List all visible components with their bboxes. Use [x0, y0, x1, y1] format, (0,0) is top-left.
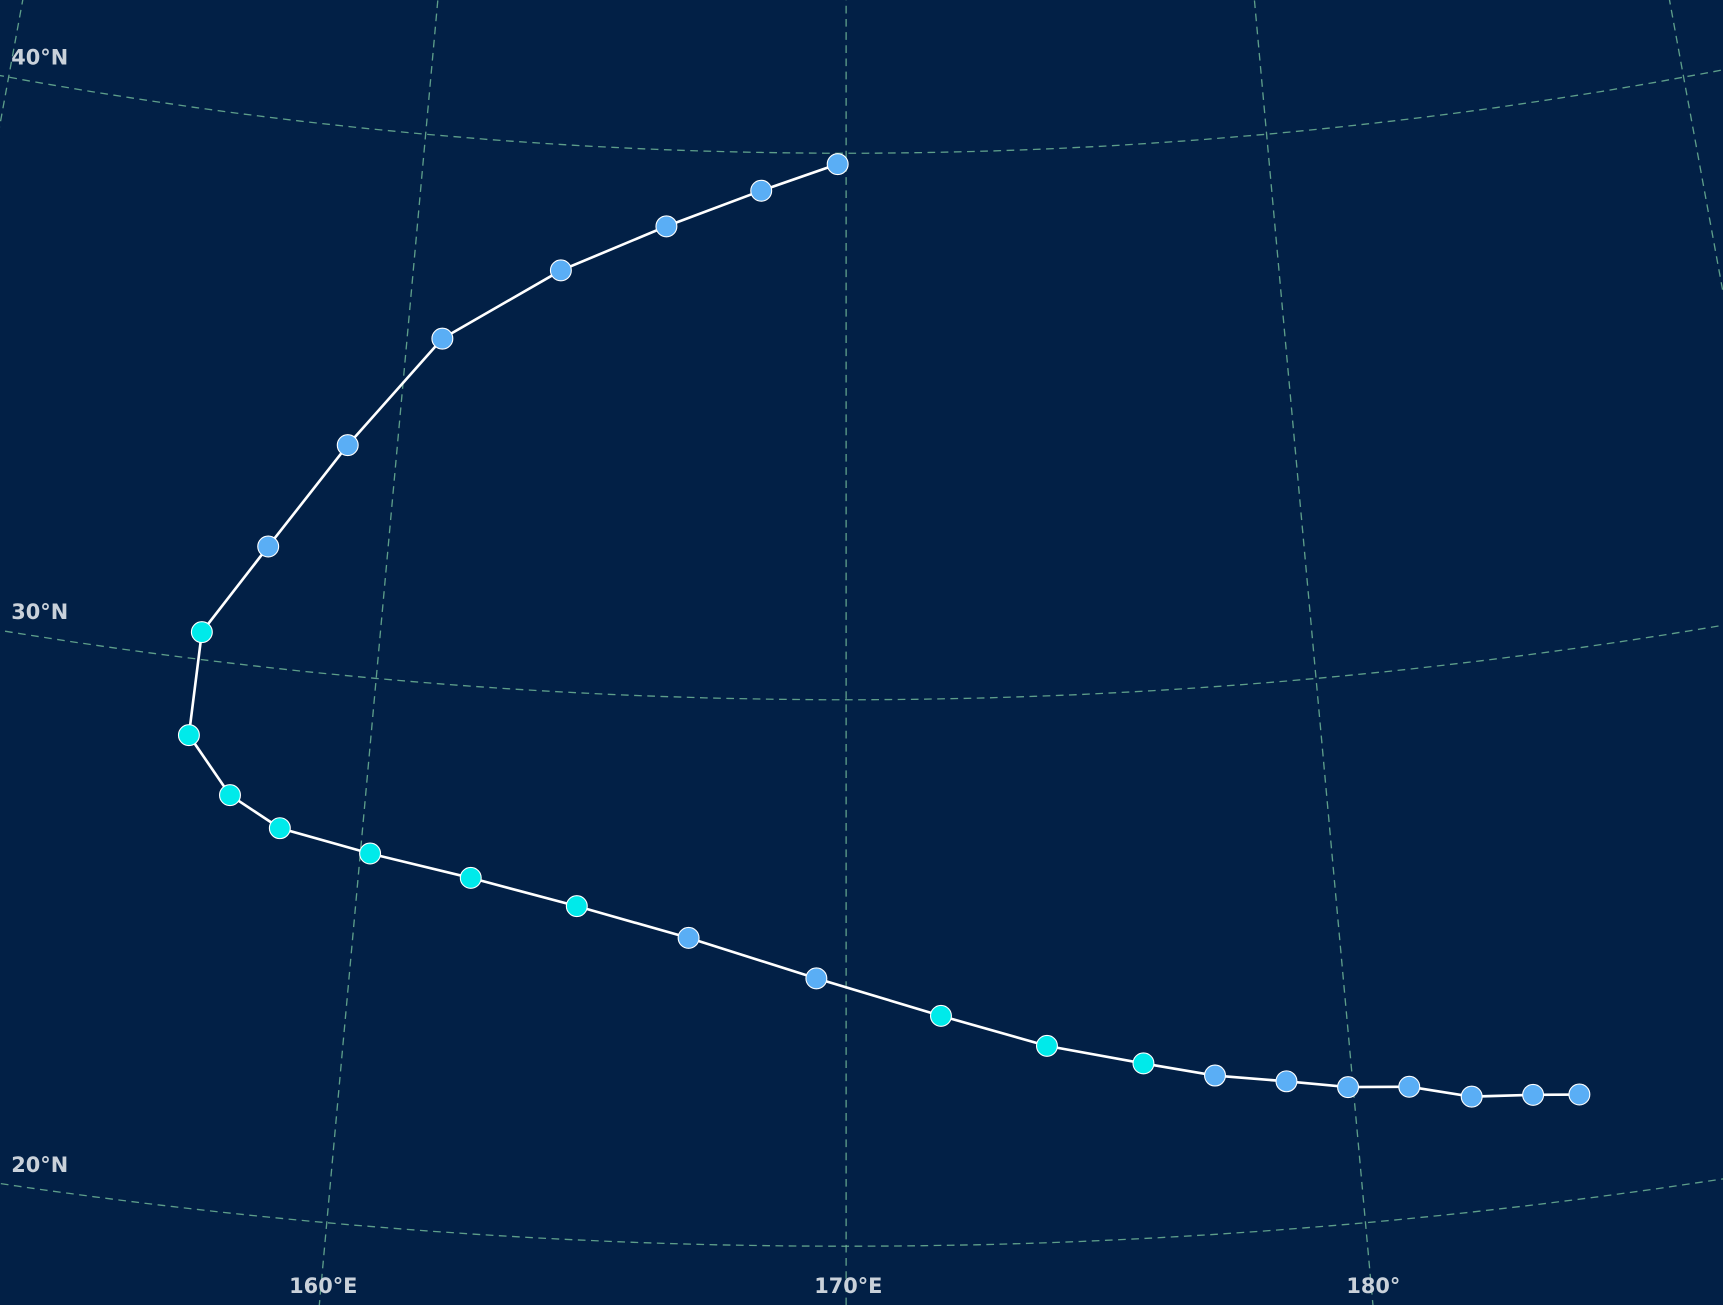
track-point: [1337, 1076, 1360, 1099]
track-point: [655, 215, 678, 238]
track-point: [1132, 1052, 1155, 1075]
track-point: [268, 817, 291, 840]
track-point: [190, 621, 213, 644]
parallel-label: 30°N: [11, 600, 68, 624]
parallel-line: [0, 624, 1723, 701]
meridian-line: [318, 0, 439, 1305]
meridian-line: [1253, 0, 1374, 1305]
track-point: [750, 179, 773, 202]
meridian-label: 180°: [1346, 1274, 1400, 1298]
graticule-labels: 40°N 30°N 20°N 160°E 170°E 180°: [11, 45, 1400, 1297]
parallel-label: 40°N: [11, 45, 68, 69]
track-point: [1204, 1064, 1226, 1087]
track-point: [805, 967, 828, 990]
track-point: [565, 895, 588, 918]
parallel-label: 20°N: [11, 1153, 68, 1177]
track-point: [219, 784, 241, 807]
meridian-label: 160°E: [289, 1274, 357, 1298]
track-point: [1522, 1083, 1545, 1106]
track-point: [1568, 1083, 1591, 1106]
track-point: [336, 434, 359, 457]
track-point: [1460, 1085, 1483, 1108]
track-point: [177, 724, 200, 747]
meridian-label: 170°E: [814, 1274, 882, 1298]
track-point: [359, 842, 382, 865]
track-point: [549, 259, 572, 282]
track-point: [677, 926, 700, 949]
storm-track: [177, 153, 1591, 1108]
track-point: [1035, 1034, 1058, 1057]
track-point: [929, 1004, 952, 1027]
track-point: [257, 535, 280, 558]
track-point: [1398, 1075, 1421, 1098]
track-point: [459, 866, 482, 889]
track-point: [1275, 1070, 1298, 1093]
track-point: [431, 327, 454, 350]
track-point: [826, 153, 849, 176]
